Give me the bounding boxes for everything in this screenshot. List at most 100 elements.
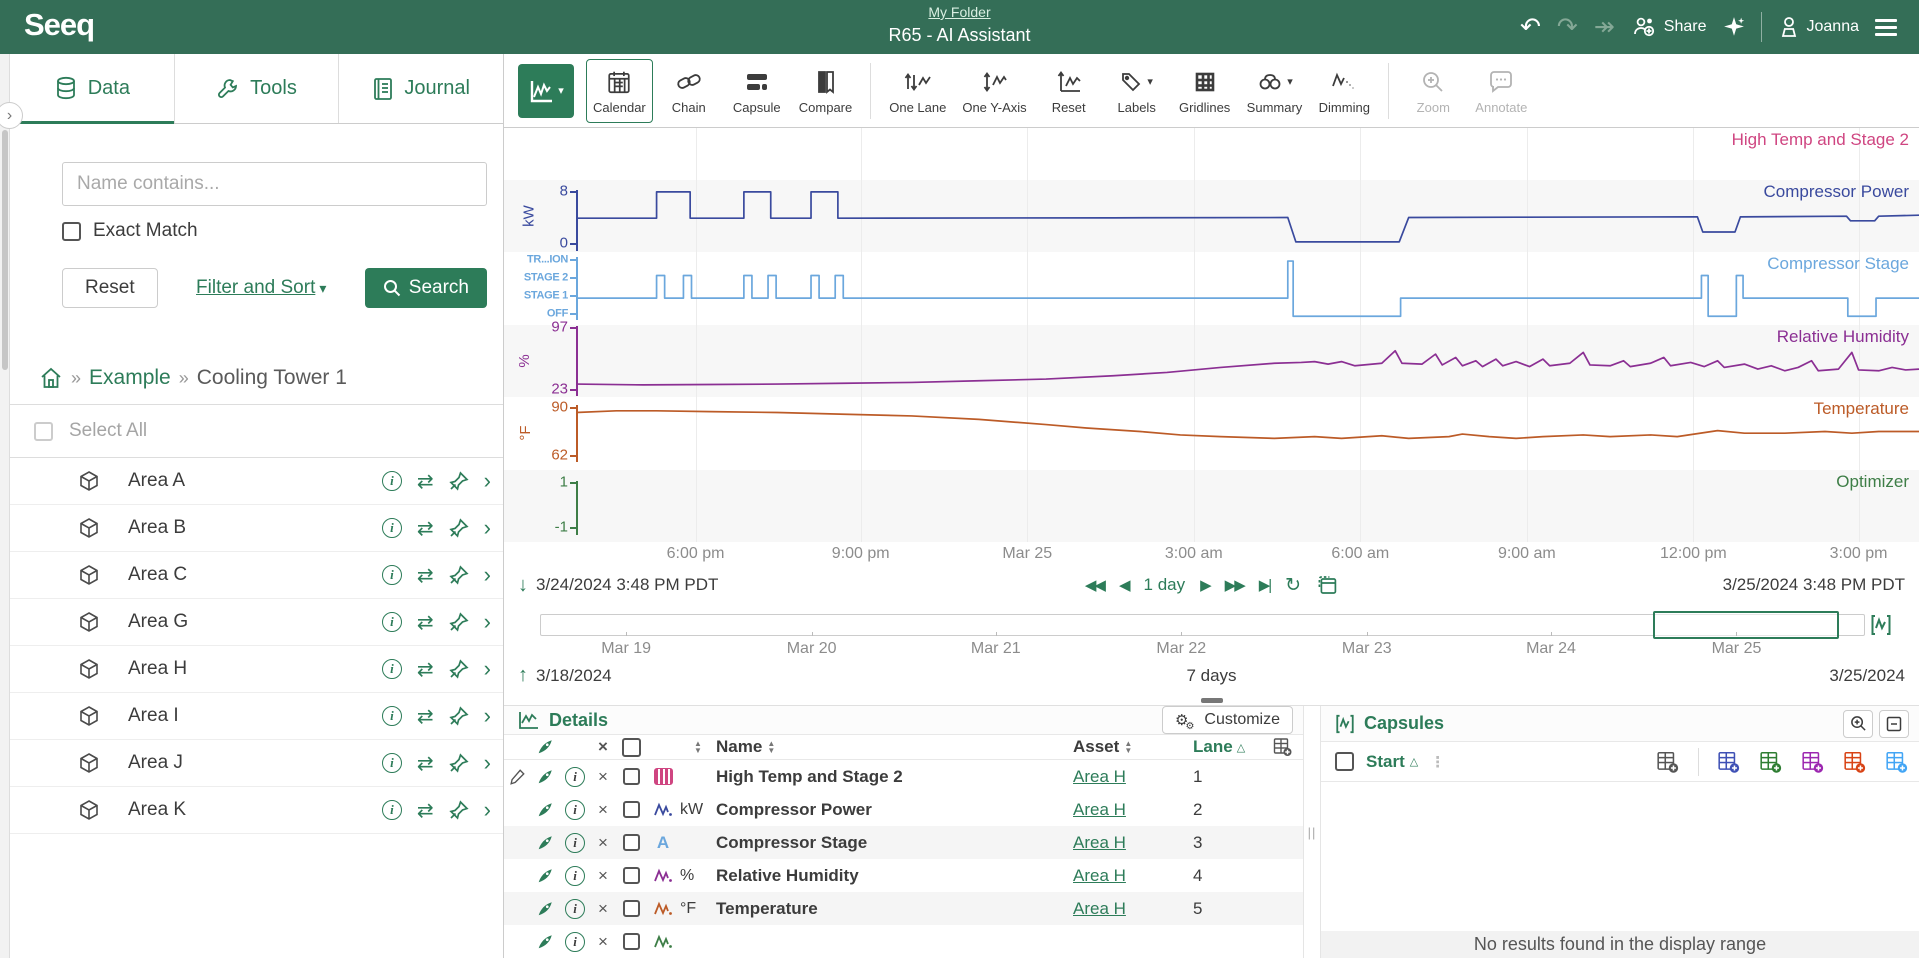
info-icon[interactable]: i xyxy=(565,865,585,886)
info-icon[interactable]: i xyxy=(381,659,402,679)
pin-icon[interactable] xyxy=(449,565,469,585)
sort-icon[interactable]: ▲ ▼ xyxy=(767,739,776,755)
info-icon[interactable]: i xyxy=(565,766,585,787)
row-checkbox[interactable] xyxy=(622,768,640,785)
column-start[interactable]: Start xyxy=(1366,751,1405,771)
sidebar-collapse-button[interactable]: › xyxy=(0,102,23,129)
asset-link[interactable]: Area H xyxy=(1073,898,1126,918)
chevron-right-icon[interactable]: › xyxy=(483,750,491,775)
pin-icon[interactable] xyxy=(449,518,469,538)
chevron-right-icon[interactable]: › xyxy=(483,609,491,634)
chevron-right-icon[interactable]: › xyxy=(483,656,491,681)
asset-row[interactable]: Area K i ⇄ › xyxy=(10,787,503,834)
toolbar-one-y-axis[interactable]: One Y-Axis xyxy=(956,59,1032,123)
exact-match-checkbox[interactable] xyxy=(62,221,81,241)
toolbar-compare[interactable]: Compare xyxy=(793,59,858,123)
details-row[interactable]: i × High Temp and Stage 2 Area H 1 xyxy=(504,760,1303,793)
swap-asset-icon[interactable]: ⇄ xyxy=(416,658,434,681)
undo-icon[interactable]: ↶ xyxy=(1519,12,1541,41)
ai-sparkle-icon[interactable] xyxy=(1723,16,1745,38)
remove-icon[interactable]: × xyxy=(598,799,608,819)
asset-row[interactable]: Area G i ⇄ › xyxy=(10,599,503,646)
pin-icon[interactable] xyxy=(449,659,469,679)
capsules-collapse-button[interactable] xyxy=(1879,709,1909,738)
swap-asset-icon[interactable]: ⇄ xyxy=(416,705,434,728)
swap-asset-icon[interactable]: ⇄ xyxy=(416,517,434,540)
tab-data[interactable]: Data xyxy=(10,54,175,124)
step-back-full-icon[interactable]: ◀◀ xyxy=(1084,577,1106,594)
details-row[interactable]: i ×% Relative Humidity Area H 4 xyxy=(504,859,1303,892)
swap-asset-icon[interactable]: ⇄ xyxy=(416,799,434,822)
step-back-half-icon[interactable]: ◀ xyxy=(1118,577,1130,594)
asset-row[interactable]: Area A i ⇄ › xyxy=(10,458,503,505)
info-icon[interactable]: i xyxy=(381,706,402,726)
toolbar-summary[interactable]: ▾ Summary xyxy=(1241,59,1309,123)
panel-vertical-resize-handle[interactable]: || xyxy=(1307,824,1317,840)
reset-button[interactable]: Reset xyxy=(62,268,158,308)
capsules-zoom-button[interactable] xyxy=(1843,709,1873,738)
details-row[interactable]: i × °F Temperature Area H 5 xyxy=(504,892,1303,925)
display-range-duration[interactable]: 1 day xyxy=(1143,575,1186,594)
swap-asset-icon[interactable]: ⇄ xyxy=(416,611,434,634)
toolbar-capsule[interactable]: Capsule xyxy=(725,59,789,123)
column-menu-icon[interactable]: ⋮ xyxy=(1430,753,1446,771)
customize-button[interactable]: ⚙⚙ Customize xyxy=(1162,706,1293,734)
chart-type-button[interactable]: ▾ xyxy=(518,63,574,118)
trend-send-icon[interactable] xyxy=(536,867,554,885)
asset-row[interactable]: Area J i ⇄ › xyxy=(10,740,503,787)
remove-icon[interactable]: × xyxy=(598,766,608,786)
info-icon[interactable]: i xyxy=(381,518,402,538)
asset-link[interactable]: Area H xyxy=(1073,865,1126,885)
info-icon[interactable]: i xyxy=(565,898,585,919)
trend-send-icon[interactable] xyxy=(536,768,554,786)
trend-send-icon[interactable] xyxy=(536,900,554,918)
row-checkbox[interactable] xyxy=(622,900,640,917)
add-column-icon[interactable] xyxy=(1717,750,1741,774)
breadcrumb-folder-link[interactable]: My Folder xyxy=(928,4,991,20)
search-input[interactable] xyxy=(62,162,487,206)
chevron-right-icon[interactable]: › xyxy=(483,515,491,540)
redo-icon[interactable]: ↷ xyxy=(1556,12,1578,41)
remove-icon[interactable]: × xyxy=(598,832,608,852)
display-range-end[interactable]: 3/25/2024 3:48 PM PDT xyxy=(1722,575,1905,594)
info-icon[interactable]: i xyxy=(381,800,402,820)
add-column-icon[interactable] xyxy=(1656,750,1680,774)
column-lane[interactable]: Lane xyxy=(1193,737,1233,756)
toolbar-reset[interactable]: Reset xyxy=(1037,59,1101,123)
details-row[interactable]: i × kW Compressor Power Area H 2 xyxy=(504,793,1303,826)
select-all-checkbox[interactable] xyxy=(34,421,53,441)
pin-icon[interactable] xyxy=(449,612,469,632)
info-icon[interactable]: i xyxy=(381,565,402,585)
investigate-range-icon[interactable] xyxy=(1316,574,1338,596)
pin-icon[interactable] xyxy=(449,753,469,773)
chevron-right-icon[interactable]: › xyxy=(483,562,491,587)
pin-icon[interactable] xyxy=(449,706,469,726)
sort-icon[interactable]: ▲ ▼ xyxy=(1124,739,1133,755)
info-icon[interactable]: i xyxy=(565,931,585,952)
chevron-right-icon[interactable]: › xyxy=(483,797,491,822)
asset-row[interactable]: Area B i ⇄ › xyxy=(10,505,503,552)
asset-row[interactable]: Area I i ⇄ › xyxy=(10,693,503,740)
left-scroll-rail[interactable] xyxy=(0,54,10,958)
tab-journal[interactable]: Journal xyxy=(339,54,503,123)
asset-link[interactable]: Area H xyxy=(1073,832,1126,852)
row-checkbox[interactable] xyxy=(622,801,640,818)
toolbar-chain[interactable]: Chain xyxy=(657,59,721,123)
panel-resize-handle[interactable] xyxy=(504,696,1919,705)
pin-icon[interactable] xyxy=(449,471,469,491)
overview-duration[interactable]: 7 days xyxy=(1186,665,1237,685)
asset-link[interactable]: Area H xyxy=(1073,799,1126,819)
tab-tools[interactable]: Tools xyxy=(175,54,340,123)
remove-all-icon[interactable]: × xyxy=(598,737,608,756)
display-range-start[interactable]: 3/24/2024 3:48 PM PDT xyxy=(536,575,719,594)
info-icon[interactable]: i xyxy=(381,753,402,773)
overview-capsules-icon[interactable] xyxy=(1869,614,1893,636)
toolbar-gridlines[interactable]: Gridlines xyxy=(1173,59,1237,123)
info-icon[interactable]: i xyxy=(565,832,585,853)
trend-send-icon[interactable] xyxy=(536,738,554,756)
overview-start[interactable]: 3/18/2024 xyxy=(536,665,612,685)
asset-row[interactable]: Area H i ⇄ › xyxy=(10,646,503,693)
row-checkbox[interactable] xyxy=(622,867,640,884)
overview-track[interactable] xyxy=(540,614,1865,636)
chevron-right-icon[interactable]: › xyxy=(483,703,491,728)
